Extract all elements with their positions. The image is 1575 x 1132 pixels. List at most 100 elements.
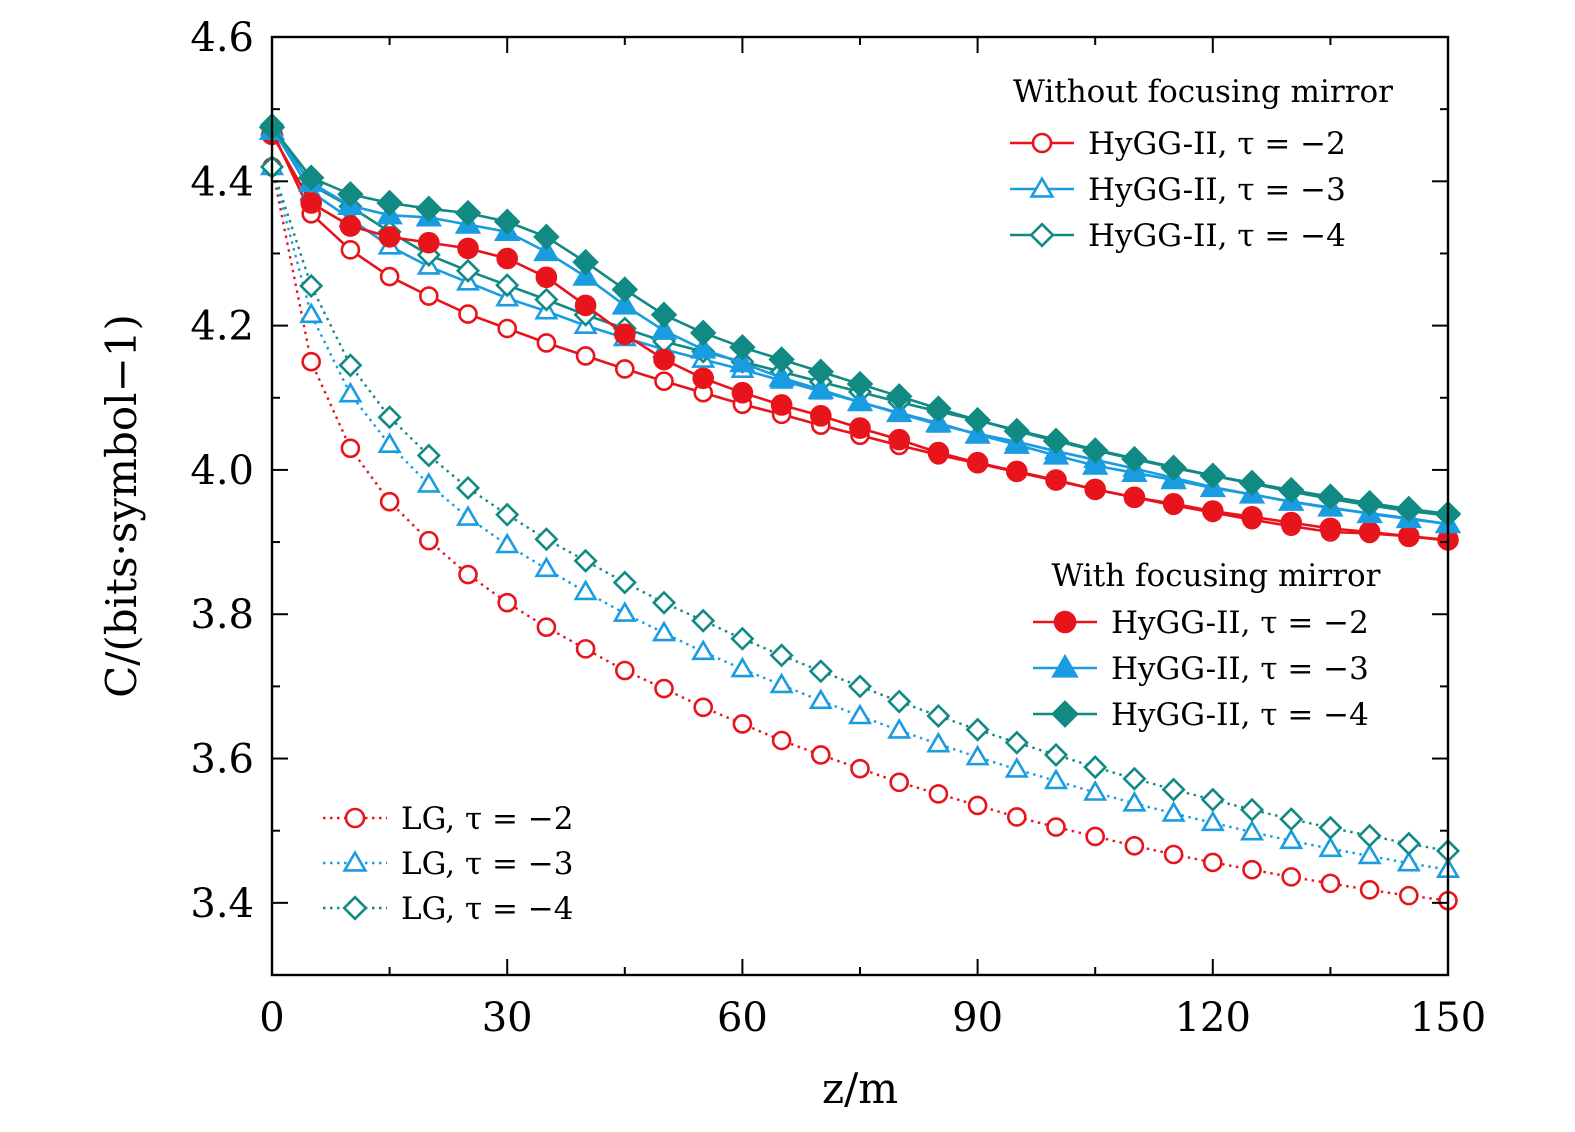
data-point	[339, 215, 362, 237]
legend-marker	[1029, 176, 1055, 198]
data-point	[847, 703, 873, 725]
data-point	[300, 192, 323, 214]
data-point	[650, 317, 678, 340]
data-point	[340, 438, 361, 459]
data-point	[454, 199, 482, 227]
legend-bottom-left: LG, τ = −2 LG, τ = −3 LG, τ = −4	[323, 801, 573, 927]
data-point	[612, 601, 637, 622]
data-point	[807, 376, 834, 399]
data-point	[534, 287, 559, 312]
data-point	[1320, 873, 1341, 894]
data-point	[768, 346, 795, 373]
data-point	[888, 428, 911, 451]
data-point	[533, 238, 560, 262]
y-tick-label: 3.8	[190, 592, 254, 638]
data-point	[1395, 495, 1423, 523]
data-point	[807, 358, 835, 386]
data-point	[418, 286, 439, 306]
data-point	[887, 718, 912, 739]
data-point	[297, 164, 325, 191]
x-tick-label: 0	[259, 995, 284, 1041]
data-point	[926, 703, 951, 729]
data-point	[809, 405, 832, 427]
data-point	[1083, 780, 1108, 801]
data-point	[730, 626, 755, 651]
data-point	[455, 475, 481, 501]
data-point	[1239, 819, 1265, 841]
axis-ticks	[271, 36, 1449, 976]
data-point	[769, 643, 794, 668]
data-point	[1356, 489, 1383, 517]
data-point	[534, 527, 559, 552]
data-point	[1042, 427, 1070, 455]
data-point	[1396, 831, 1421, 856]
data-point	[575, 346, 596, 366]
data-point	[1357, 843, 1382, 865]
data-point	[965, 744, 990, 766]
legend-entry-label: HyGG-II, τ = −4	[1111, 697, 1369, 733]
data-point	[495, 502, 520, 527]
data-point	[846, 388, 874, 412]
legend-entry-label: HyGG-II, τ = −2	[1111, 605, 1369, 641]
data-point	[810, 745, 831, 765]
legend-title: Without focusing mirror	[1013, 74, 1393, 110]
data-point	[1318, 836, 1343, 858]
data-point	[573, 579, 598, 601]
data-point	[376, 189, 403, 217]
legend-top-right: Without focusing mirror HyGG-II, τ = −2 Hy…	[1010, 74, 1393, 254]
data-point	[967, 795, 988, 816]
data-point	[1046, 817, 1066, 837]
data-point	[1121, 445, 1148, 473]
data-point	[1241, 506, 1263, 528]
data-point	[691, 639, 716, 661]
y-axis-label: C/(bits·symbol−1)	[97, 314, 146, 698]
data-point	[965, 717, 990, 742]
data-point	[691, 608, 716, 633]
data-point	[533, 223, 560, 251]
data-point	[416, 443, 441, 468]
data-point	[495, 532, 520, 554]
data-point	[1279, 828, 1304, 850]
data-point	[730, 656, 755, 678]
data-point	[417, 231, 440, 254]
data-point	[847, 674, 873, 699]
data-point	[611, 291, 638, 315]
data-point	[1123, 486, 1146, 509]
data-point	[1003, 417, 1031, 445]
series-5	[258, 113, 1462, 528]
tick-labels: 0 30 60 90 120 150 3.4 3.6 3.8 4.0 4.2 4.4 4.6	[190, 15, 1486, 1041]
data-point	[614, 660, 635, 681]
data-point	[337, 181, 364, 208]
data-point	[964, 406, 991, 434]
data-point	[769, 672, 794, 694]
data-point	[455, 505, 481, 526]
data-point	[1399, 885, 1419, 906]
legend-entry-label: LG, τ = −4	[401, 891, 573, 927]
data-point	[925, 395, 952, 422]
legend-title: With focusing mirror	[1052, 558, 1381, 594]
data-point	[1279, 807, 1304, 832]
data-point	[1199, 462, 1227, 489]
data-point	[1084, 478, 1106, 501]
data-point	[573, 548, 598, 573]
data-point	[849, 417, 871, 439]
series-6	[262, 157, 1458, 911]
data-point	[536, 617, 557, 638]
data-point	[340, 240, 361, 260]
data-point	[1281, 867, 1301, 887]
data-point	[768, 364, 795, 387]
data-point	[1200, 810, 1225, 832]
data-point	[613, 323, 636, 346]
series-8	[259, 154, 1461, 863]
data-point	[1004, 730, 1029, 755]
legend-entry-label: HyGG-II, τ = −2	[1088, 126, 1346, 162]
data-point	[928, 784, 949, 804]
series-line	[270, 166, 1449, 853]
data-point	[653, 348, 675, 371]
legend-center-right: With focusing mirror HyGG-II, τ = −2 HyGG-…	[1033, 558, 1381, 733]
data-point	[379, 266, 400, 287]
data-point	[299, 273, 324, 298]
data-point	[416, 471, 441, 493]
data-point	[415, 195, 443, 222]
